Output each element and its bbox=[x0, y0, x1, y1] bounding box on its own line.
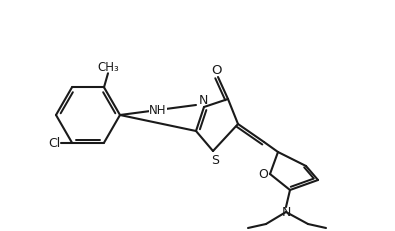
Text: O: O bbox=[258, 168, 268, 181]
Text: O: O bbox=[212, 63, 222, 76]
Text: N: N bbox=[281, 206, 291, 219]
Text: S: S bbox=[211, 153, 219, 166]
Text: Cl: Cl bbox=[48, 137, 60, 149]
Text: CH₃: CH₃ bbox=[97, 61, 119, 73]
Text: NH: NH bbox=[149, 104, 167, 117]
Text: N: N bbox=[198, 93, 208, 106]
Text: NH: NH bbox=[149, 104, 167, 117]
